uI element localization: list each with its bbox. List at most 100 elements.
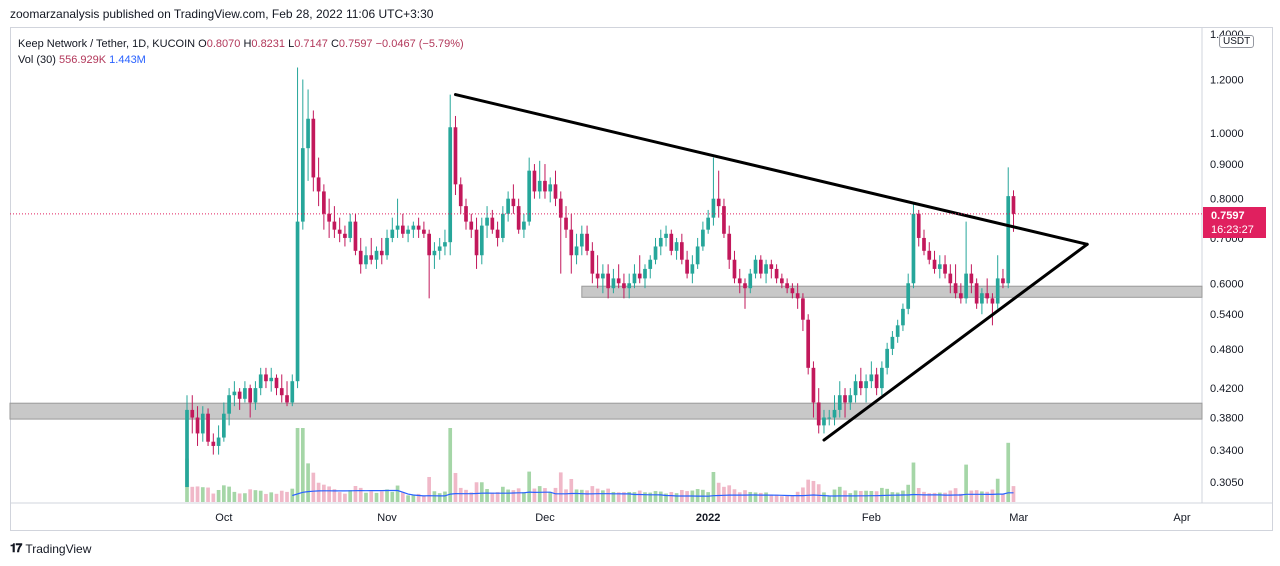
- candle-body: [379, 250, 384, 256]
- candle: [679, 233, 684, 265]
- volume-bar: [1006, 442, 1011, 502]
- candle: [643, 264, 647, 289]
- candle: [274, 374, 279, 396]
- volume-bar: [379, 491, 384, 502]
- candle-body: [311, 118, 316, 178]
- volume-bar: [937, 492, 942, 502]
- candle-body: [316, 177, 321, 192]
- candle: [769, 259, 774, 279]
- volume-bar: [501, 486, 505, 502]
- chart-frame[interactable]: [10, 27, 1273, 531]
- candle-body: [200, 413, 205, 434]
- candle: [969, 264, 974, 294]
- volume-bar: [432, 491, 437, 502]
- candle: [479, 217, 484, 265]
- candle: [748, 268, 753, 294]
- candle: [795, 283, 800, 309]
- candle: [322, 184, 326, 230]
- candle-body: [506, 198, 510, 214]
- volume-label[interactable]: Vol (30): [18, 54, 56, 66]
- candle: [553, 170, 558, 207]
- volume-bar: [869, 490, 874, 502]
- candle: [927, 242, 932, 265]
- candle: [574, 233, 579, 265]
- volume-bar: [564, 489, 568, 502]
- candle: [843, 388, 847, 418]
- candle-body: [769, 264, 774, 269]
- volume-bar: [200, 487, 205, 502]
- candle-body: [937, 264, 942, 269]
- candle: [822, 409, 826, 434]
- candle-body: [290, 381, 295, 403]
- candle: [532, 164, 537, 199]
- candle-body: [780, 278, 784, 284]
- volume-bar: [827, 495, 832, 502]
- trendline: [822, 242, 1089, 442]
- volume-bar: [748, 491, 753, 502]
- candle: [290, 374, 295, 407]
- candle-body: [837, 395, 842, 410]
- volume-bar: [801, 487, 805, 502]
- y-tick-label: 0.4200: [1210, 383, 1244, 395]
- volume-bar: [985, 491, 990, 502]
- volume-bar: [385, 489, 389, 502]
- volume-bar: [648, 492, 653, 502]
- candle-body: [595, 273, 600, 279]
- candle: [232, 381, 237, 407]
- volume-bar: [922, 491, 926, 502]
- tradingview-brand[interactable]: 𝟏𝟕 TradingView: [10, 541, 91, 556]
- candle: [395, 198, 400, 238]
- candle-body: [369, 255, 374, 260]
- brand-label: TradingView: [25, 541, 92, 556]
- candle-body: [558, 198, 563, 218]
- candle-body: [774, 268, 779, 279]
- volume-bar: [890, 492, 895, 502]
- candle-body: [685, 259, 689, 274]
- candle-body: [711, 198, 716, 218]
- candle-body: [985, 293, 990, 299]
- candle-body: [495, 229, 500, 238]
- candle-body: [206, 413, 210, 442]
- candle: [564, 206, 568, 238]
- volume-bar: [927, 493, 932, 502]
- candle: [422, 221, 426, 238]
- candle-body: [511, 198, 516, 207]
- x-tick-label: 2022: [696, 512, 720, 524]
- y-tick-label: 0.9000: [1210, 159, 1244, 171]
- candle-body: [222, 413, 226, 438]
- symbol-title[interactable]: Keep Network / Tether, 1D, KUCOIN: [18, 38, 196, 50]
- volume-bar: [553, 487, 558, 502]
- candle-body: [216, 437, 221, 446]
- volume-bar: [811, 480, 816, 502]
- candle-body: [653, 246, 658, 260]
- candle-body: [990, 298, 995, 304]
- candle: [337, 217, 342, 243]
- candle-body: [553, 184, 558, 199]
- candle-body: [527, 170, 532, 222]
- candle: [980, 288, 984, 315]
- candle: [243, 381, 247, 403]
- volume-bar: [969, 490, 974, 502]
- volume-bar: [316, 482, 321, 502]
- volume-ma-path: [292, 489, 1014, 497]
- candle-body: [458, 184, 463, 207]
- high-value: 0.8231: [251, 38, 286, 50]
- candle-body: [806, 319, 811, 368]
- high-label: H: [243, 38, 252, 50]
- candle-body: [190, 409, 195, 418]
- candle: [390, 217, 395, 243]
- volume-bar: [874, 491, 879, 502]
- volume-bar: [458, 487, 463, 502]
- y-tick-label: 1.2000: [1210, 74, 1244, 86]
- candle: [443, 229, 447, 256]
- candle: [306, 89, 310, 181]
- candle: [200, 406, 205, 442]
- candle: [637, 255, 642, 284]
- candle-body: [690, 264, 695, 274]
- volume-bar: [253, 490, 258, 502]
- y-tick-label: 0.3400: [1210, 445, 1244, 457]
- currency-badge[interactable]: USDT: [1219, 35, 1255, 48]
- candle: [227, 388, 231, 426]
- volume-bar: [237, 493, 242, 502]
